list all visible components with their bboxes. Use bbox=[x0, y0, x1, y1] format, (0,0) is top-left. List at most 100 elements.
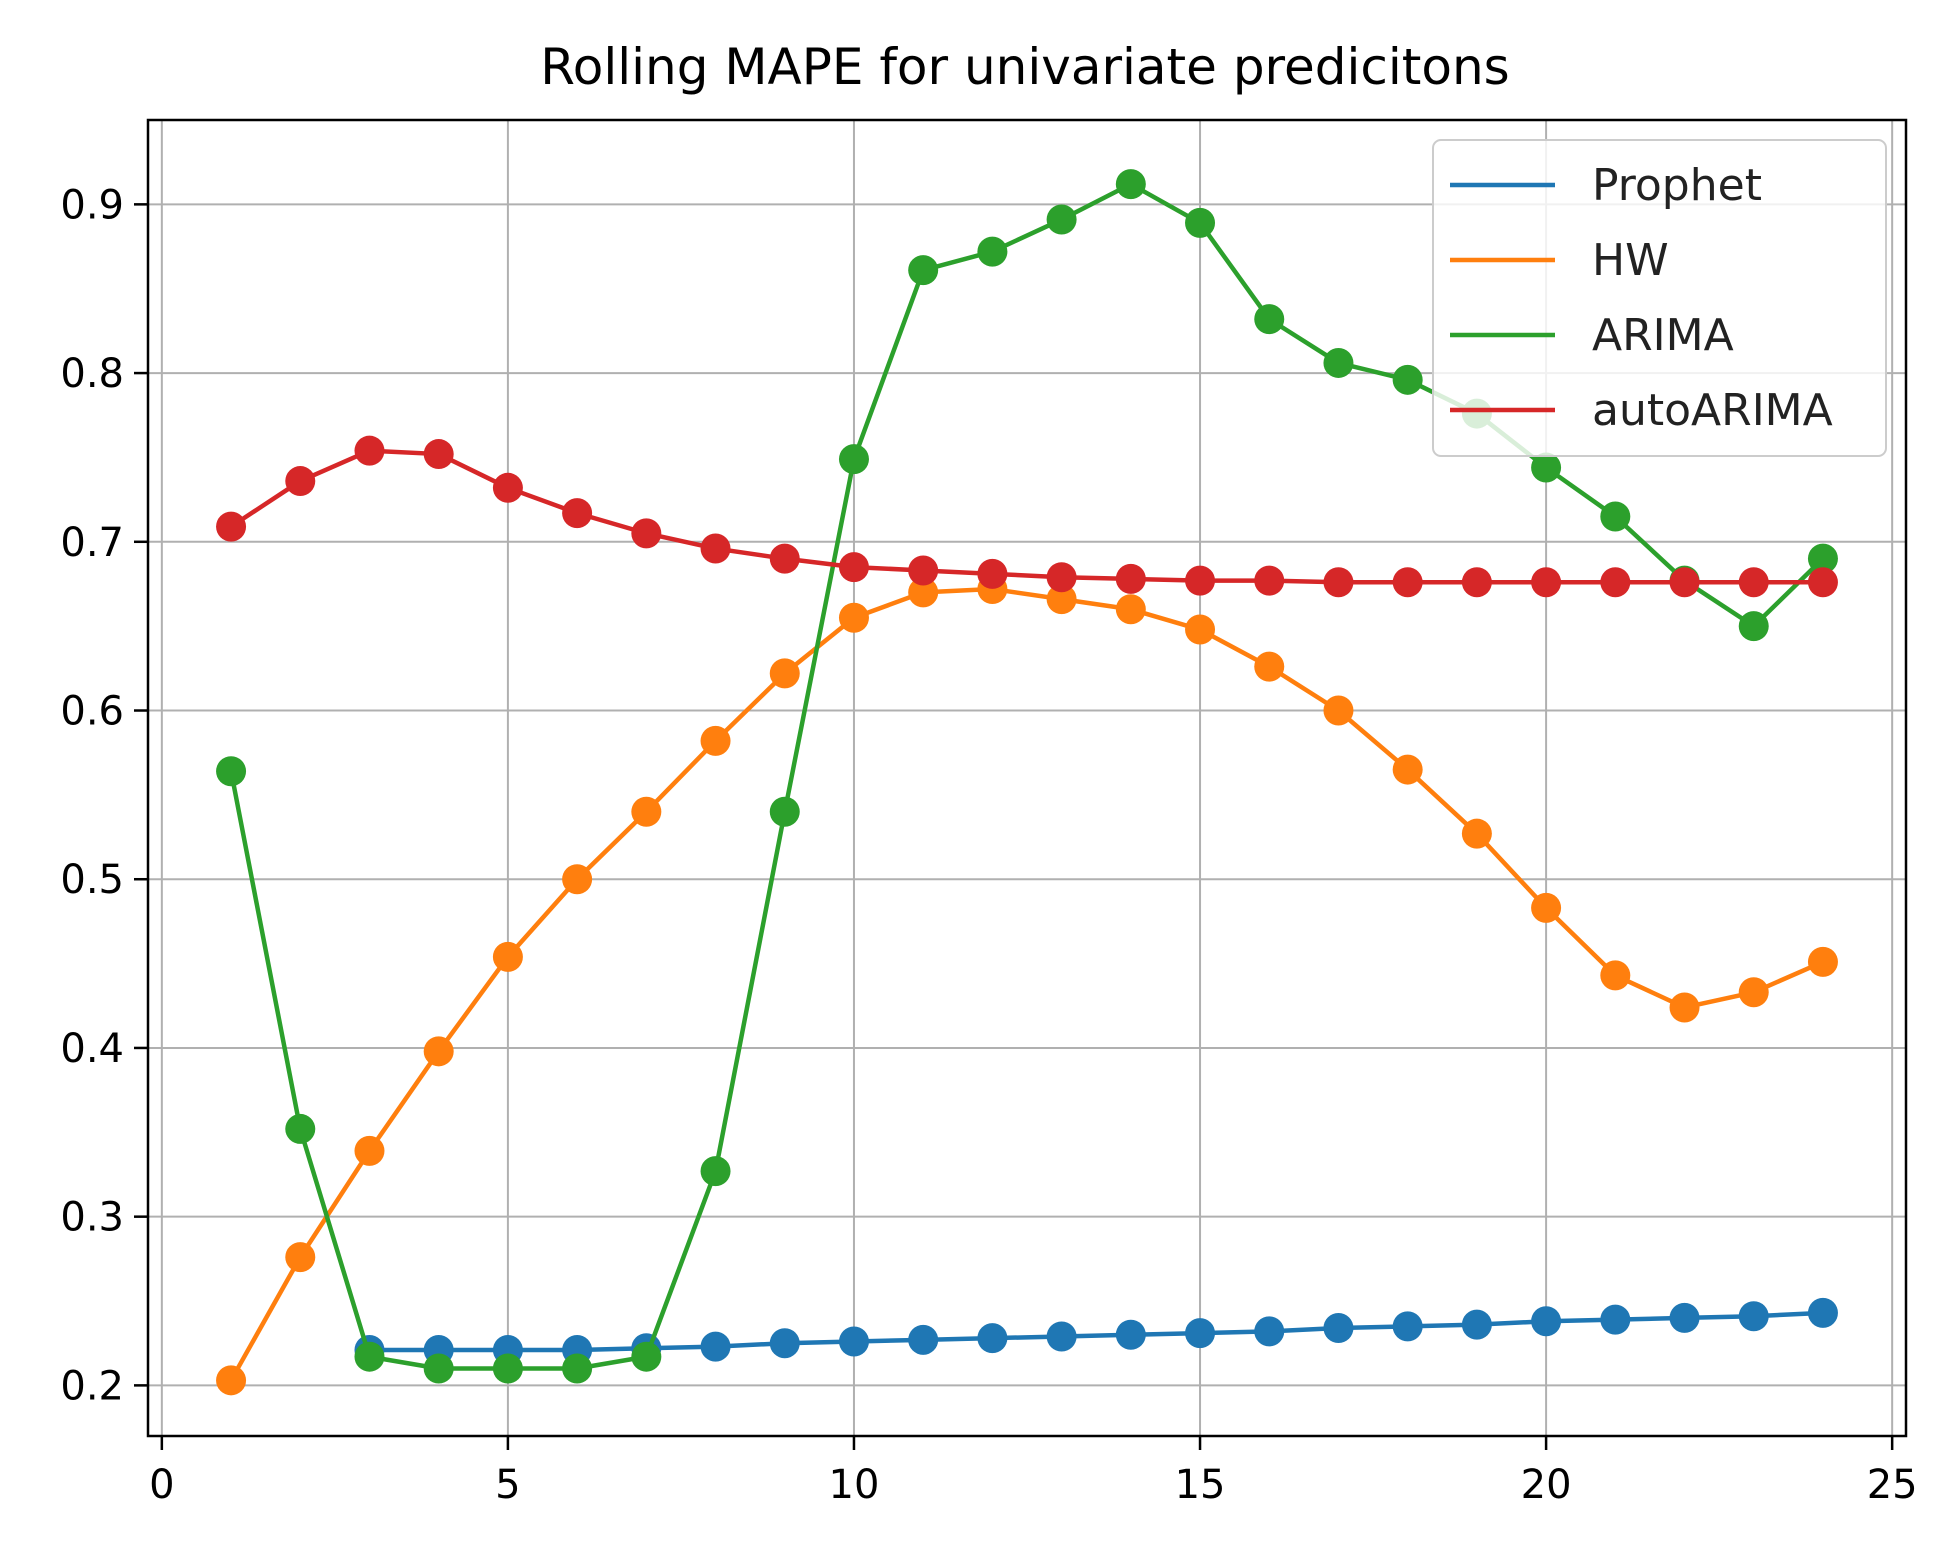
data-point-hw bbox=[700, 725, 731, 756]
data-point-prophet bbox=[1531, 1306, 1562, 1337]
legend: Prophet HW ARIMA autoARIMA bbox=[1432, 139, 1887, 457]
y-tick-label: 0.6 bbox=[60, 689, 124, 735]
y-tick-label: 0.5 bbox=[60, 857, 124, 903]
data-point-prophet bbox=[1185, 1318, 1216, 1349]
data-point-arima bbox=[423, 1353, 454, 1384]
data-point-hw bbox=[1254, 651, 1285, 682]
data-point-autoarima bbox=[1115, 563, 1146, 594]
x-tick-label: 5 bbox=[495, 1462, 520, 1508]
data-point-autoarima bbox=[1254, 565, 1285, 596]
data-point-autoarima bbox=[492, 472, 523, 503]
data-point-hw bbox=[1185, 614, 1216, 645]
legend-label-autoarima: autoARIMA bbox=[1592, 385, 1833, 436]
series-group bbox=[216, 169, 1838, 1396]
data-point-autoarima bbox=[769, 543, 800, 574]
data-point-prophet bbox=[1461, 1309, 1492, 1340]
data-point-hw bbox=[285, 1242, 316, 1273]
data-point-autoarima bbox=[1046, 562, 1077, 593]
data-point-autoarima bbox=[1738, 567, 1769, 598]
data-point-hw bbox=[354, 1135, 385, 1166]
y-tick-label: 0.4 bbox=[60, 1026, 124, 1072]
data-point-arima bbox=[1738, 611, 1769, 642]
data-point-autoarima bbox=[1392, 567, 1423, 598]
x-tick-label: 25 bbox=[1867, 1462, 1918, 1508]
data-point-autoarima bbox=[700, 533, 731, 564]
data-point-autoarima bbox=[216, 511, 247, 542]
data-point-arima bbox=[1323, 347, 1354, 378]
legend-box bbox=[1432, 139, 1887, 457]
y-tick-label: 0.3 bbox=[60, 1195, 124, 1241]
data-point-autoarima bbox=[908, 555, 939, 586]
data-point-hw bbox=[1531, 892, 1562, 923]
data-point-autoarima bbox=[285, 466, 316, 497]
data-point-arima bbox=[977, 236, 1008, 267]
data-point-autoarima bbox=[354, 435, 385, 466]
data-point-hw bbox=[1046, 584, 1077, 615]
data-point-autoarima bbox=[1461, 567, 1492, 598]
data-point-arima bbox=[1046, 204, 1077, 235]
data-point-prophet bbox=[1254, 1316, 1285, 1347]
data-point-arima bbox=[769, 796, 800, 827]
data-point-arima bbox=[1185, 207, 1216, 238]
data-point-prophet bbox=[1392, 1311, 1423, 1342]
data-point-autoarima bbox=[838, 552, 869, 583]
data-point-arima bbox=[1807, 543, 1838, 574]
data-point-autoarima bbox=[562, 498, 593, 529]
legend-label-prophet: Prophet bbox=[1592, 160, 1762, 211]
x-tick-label: 0 bbox=[149, 1462, 174, 1508]
axis-ticks: 0 5 10 15 20 25 0.2 0.3 0.4 0.5 0.6 0.7 0.8 0.9 bbox=[60, 182, 1917, 1508]
data-point-prophet bbox=[908, 1324, 939, 1355]
data-point-arima bbox=[700, 1156, 731, 1187]
data-point-hw bbox=[1461, 818, 1492, 849]
data-point-autoarima bbox=[631, 518, 662, 549]
data-point-prophet bbox=[977, 1323, 1008, 1354]
data-point-arima bbox=[1254, 304, 1285, 335]
data-point-arima bbox=[1531, 452, 1562, 483]
y-tick-label: 0.2 bbox=[60, 1363, 124, 1409]
x-tick-label: 15 bbox=[1175, 1462, 1226, 1508]
data-point-arima bbox=[1392, 364, 1423, 395]
data-point-autoarima bbox=[1323, 567, 1354, 598]
data-point-arima bbox=[838, 444, 869, 475]
data-point-hw bbox=[1807, 946, 1838, 977]
data-point-hw bbox=[562, 864, 593, 895]
data-point-arima bbox=[1600, 501, 1631, 532]
data-point-prophet bbox=[700, 1331, 731, 1362]
data-point-autoarima bbox=[1185, 565, 1216, 596]
data-point-autoarima bbox=[1669, 567, 1700, 598]
data-point-autoarima bbox=[1807, 567, 1838, 598]
data-point-prophet bbox=[1323, 1313, 1354, 1344]
series-line-prophet bbox=[367, 1310, 1826, 1353]
series-line-hw bbox=[228, 586, 1826, 1383]
data-point-prophet bbox=[1738, 1301, 1769, 1332]
x-tick-label: 20 bbox=[1521, 1462, 1572, 1508]
y-tick-label: 0.9 bbox=[60, 182, 124, 228]
data-point-hw bbox=[1323, 695, 1354, 726]
data-point-autoarima bbox=[977, 558, 1008, 589]
data-point-hw bbox=[216, 1365, 247, 1396]
x-tick-label: 10 bbox=[829, 1462, 880, 1508]
data-point-hw bbox=[838, 602, 869, 633]
data-point-prophet bbox=[1115, 1319, 1146, 1350]
data-point-prophet bbox=[769, 1328, 800, 1359]
data-point-hw bbox=[423, 1036, 454, 1067]
data-point-hw bbox=[908, 577, 939, 608]
data-point-arima bbox=[285, 1113, 316, 1144]
data-point-prophet bbox=[1807, 1297, 1838, 1328]
data-point-arima bbox=[562, 1353, 593, 1384]
series-arima bbox=[216, 169, 1838, 1384]
chart-title: Rolling MAPE for univariate predicitons bbox=[540, 38, 1509, 96]
data-point-hw bbox=[769, 658, 800, 689]
data-point-autoarima bbox=[1531, 567, 1562, 598]
data-point-arima bbox=[908, 255, 939, 286]
series-autoarima bbox=[216, 435, 1838, 598]
data-point-autoarima bbox=[1600, 567, 1631, 598]
data-point-autoarima bbox=[423, 439, 454, 470]
legend-label-hw: HW bbox=[1592, 235, 1669, 286]
data-point-hw bbox=[1669, 992, 1700, 1023]
data-point-arima bbox=[492, 1353, 523, 1384]
data-point-hw bbox=[1738, 977, 1769, 1008]
series-hw bbox=[216, 574, 1838, 1396]
data-point-hw bbox=[1115, 594, 1146, 625]
